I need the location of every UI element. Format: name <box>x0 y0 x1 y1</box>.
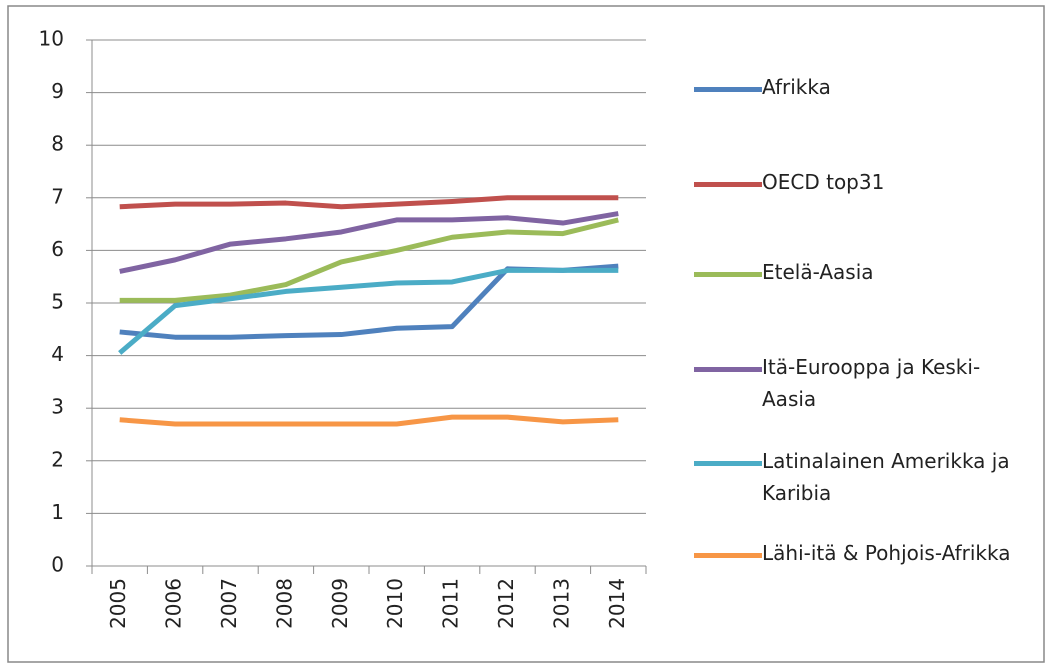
series-line <box>119 211 619 274</box>
y-tick-label: 0 <box>51 553 64 577</box>
y-tick-label: 5 <box>51 290 64 314</box>
series-line <box>119 195 619 210</box>
y-tick-label: 9 <box>51 79 64 103</box>
legend-label: Afrikka <box>762 75 831 99</box>
x-tick-label: 2013 <box>549 578 573 629</box>
x-tick-label: 2006 <box>162 578 186 629</box>
x-tick-label: 2005 <box>106 578 130 629</box>
frame <box>7 5 1045 663</box>
y-tick-label: 3 <box>51 395 64 419</box>
x-tick-label: 2007 <box>217 578 241 629</box>
series-line <box>118 267 619 355</box>
y-tick-label: 4 <box>51 342 64 366</box>
y-tick-label: 6 <box>51 237 64 261</box>
legend-swatch <box>694 272 762 277</box>
legend-swatch <box>694 367 762 372</box>
legend-item: Etelä-Aasia <box>694 260 1034 288</box>
y-tick-label: 2 <box>51 447 64 471</box>
legend-swatch <box>694 553 762 558</box>
legend-item: OECD top31 <box>694 170 1034 198</box>
x-tick-label: 2008 <box>272 578 296 629</box>
legend-swatch <box>694 461 762 466</box>
y-tick-label: 7 <box>51 184 64 208</box>
legend-label: Lähi-itä & Pohjois-Afrikka <box>762 541 1011 565</box>
x-tick-label: 2009 <box>328 578 352 629</box>
series-line <box>119 414 619 427</box>
x-tick-label: 2014 <box>605 578 629 629</box>
legend-label: Itä-Eurooppa ja Keski-Aasia <box>762 355 981 411</box>
x-tick-label: 2012 <box>494 578 518 629</box>
legend-item: Afrikka <box>694 75 1034 103</box>
series-line <box>119 217 619 303</box>
legend-label: Latinalainen Amerikka ja Karibia <box>762 449 1010 505</box>
x-tick-label: 2010 <box>383 578 407 629</box>
legend-item: Itä-Eurooppa ja Keski-Aasia <box>694 355 1034 415</box>
y-tick-label: 1 <box>51 500 64 524</box>
legend-item: Latinalainen Amerikka ja Karibia <box>694 449 1034 509</box>
y-tick-label: 10 <box>39 27 64 51</box>
legend-swatch <box>694 87 762 92</box>
legend-label: Etelä-Aasia <box>762 260 874 284</box>
legend-label: OECD top31 <box>762 170 885 194</box>
legend-swatch <box>694 182 762 187</box>
y-tick-label: 8 <box>51 132 64 156</box>
x-tick-label: 2011 <box>439 578 463 629</box>
legend-item: Lähi-itä & Pohjois-Afrikka <box>694 541 1034 569</box>
